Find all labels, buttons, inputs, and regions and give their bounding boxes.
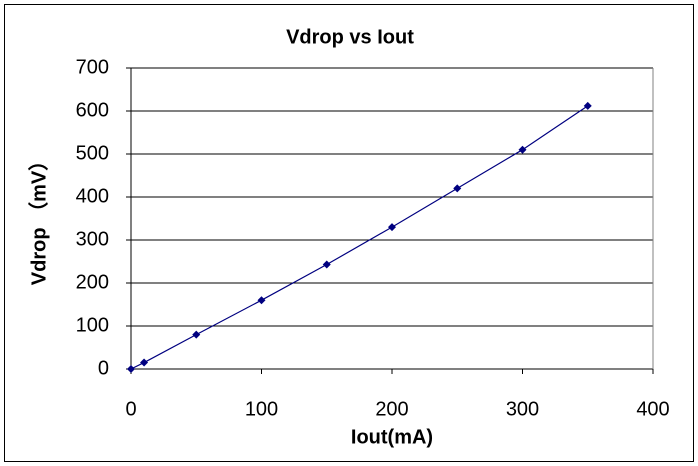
plot-area xyxy=(131,68,653,369)
x-axis-label: Iout(mA) xyxy=(351,426,433,448)
data-point xyxy=(192,330,201,339)
y-tick-label: 700 xyxy=(76,56,109,78)
data-point xyxy=(257,296,266,305)
data-point xyxy=(322,260,331,269)
y-tick-label: 0 xyxy=(98,357,109,379)
data-point xyxy=(388,223,396,232)
x-tick-label: 100 xyxy=(245,398,278,420)
data-point xyxy=(127,365,135,373)
y-tick-label: 400 xyxy=(76,185,109,207)
data-point xyxy=(583,101,592,110)
x-tick-label: 300 xyxy=(506,398,539,420)
y-tick-label: 600 xyxy=(76,99,109,121)
data-point xyxy=(453,184,462,193)
x-tick-label: 400 xyxy=(636,398,669,420)
y-tick-label: 500 xyxy=(76,142,109,164)
data-point xyxy=(140,358,149,367)
x-tick-label: 200 xyxy=(375,398,408,420)
y-axis-label: Vdrop （mV） xyxy=(27,151,50,285)
data-point xyxy=(518,145,527,154)
chart-title: Vdrop vs Iout xyxy=(286,26,414,48)
y-tick-label: 200 xyxy=(76,271,109,293)
y-tick-label: 300 xyxy=(76,228,109,250)
y-tick-label: 100 xyxy=(76,314,109,336)
x-tick-label: 0 xyxy=(125,398,136,420)
